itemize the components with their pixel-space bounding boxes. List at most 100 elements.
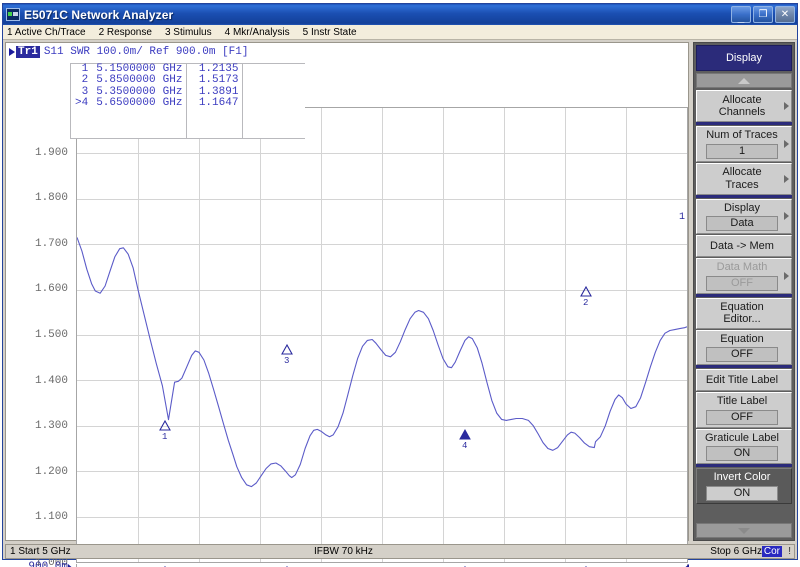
softkey-scroll-down[interactable] <box>696 523 792 538</box>
softkey-invert-color[interactable]: Invert Color ON <box>696 468 792 504</box>
marker-spare <box>242 64 305 76</box>
softkey-label: Title Label <box>716 395 768 407</box>
softkey-title-label[interactable]: Title Label OFF <box>696 392 792 428</box>
marker-number: 3 <box>81 85 89 98</box>
marker-value: 1.1647 <box>186 97 243 110</box>
plot-markers: 1 3 4 2 1 <box>159 212 685 451</box>
svg-text:3: 3 <box>284 356 289 366</box>
softkey-label: Data -> Mem <box>710 239 774 252</box>
softkey-graticule-label[interactable]: Graticule Label ON <box>696 428 792 467</box>
marker-value: 1.5173 <box>186 74 243 87</box>
menu-item-stimulus[interactable]: 3 Stimulus <box>164 26 212 38</box>
chevron-right-icon <box>784 271 789 280</box>
softkey-equation-editor[interactable]: Equation Editor... <box>696 297 792 329</box>
analyzer-icon <box>6 8 20 21</box>
menu-item-response[interactable]: 2 Response <box>98 26 152 38</box>
marker-number: 1 <box>81 63 89 75</box>
active-trace-pointer-icon <box>9 48 15 56</box>
chevron-right-icon <box>784 102 789 110</box>
marker-frequency: 5.6500000 <box>96 97 156 110</box>
softkey-label: Allocate Traces <box>722 166 762 191</box>
softkey-value[interactable]: OFF <box>706 275 778 291</box>
y-axis-reference-label: 900.0m <box>28 561 68 567</box>
softkey-label: Data Math <box>716 261 768 273</box>
y-axis-tick-label: 1.400 <box>34 374 68 387</box>
marker-table-row[interactable]: 1 5.1500000 GHz 1.2135 <box>71 63 305 76</box>
y-axis-tick-label: 1.800 <box>34 192 68 205</box>
restore-icon: ❐ <box>758 8 768 20</box>
marker-table-row[interactable]: 3 5.3500000 GHz 1.3891 <box>71 85 305 99</box>
marker-spare <box>242 86 305 99</box>
chevron-right-icon <box>784 174 789 183</box>
status-bar: 1 Start 5 GHz IFBW 70 kHz Stop 6 GHz Cor… <box>5 544 795 559</box>
marker-spare <box>242 75 305 87</box>
menu-item-active-ch-trace[interactable]: 1 Active Ch/Trace <box>7 26 86 38</box>
chevron-right-icon <box>784 212 789 221</box>
title-bar: E5071C Network Analyzer _ ❐ ✕ <box>3 4 797 25</box>
softkey-equation[interactable]: Equation OFF <box>696 329 792 368</box>
softkey-value[interactable]: 1 <box>706 143 778 159</box>
status-warning-icon: ! <box>788 546 791 557</box>
left-edge-pointer-icon <box>68 564 76 567</box>
marker-table-filler <box>71 109 305 138</box>
marker-table-row[interactable]: 2 5.8500000 GHz 1.5173 <box>71 74 305 87</box>
menu-item-instr-state[interactable]: 5 Instr State <box>302 26 357 38</box>
trace-header-text: S11 SWR 100.0m/ Ref 900.0m [F1] <box>43 46 249 58</box>
marker-label-1: 1 <box>679 212 685 223</box>
softkey-value[interactable]: ON <box>706 485 778 501</box>
trace-badge[interactable]: Tr1 <box>16 46 40 58</box>
chevron-up-icon <box>738 77 750 84</box>
plot-marker-1[interactable]: 1 <box>159 419 171 442</box>
window-title: E5071C Network Analyzer <box>24 7 174 22</box>
chevron-down-icon <box>738 527 750 534</box>
y-axis-tick-label: 1.600 <box>34 283 68 296</box>
marker-unit: GHz <box>162 97 183 110</box>
softkey-value[interactable]: Data <box>706 216 778 231</box>
softkey-list: Allocate Channels Num of Traces 1 Allocate … <box>696 90 792 521</box>
marker-spare <box>242 98 305 110</box>
softkey-allocate-traces[interactable]: Allocate Traces <box>696 162 792 198</box>
softkey-label: Equation Editor... <box>720 300 764 326</box>
trace-line <box>77 237 687 488</box>
plot-area[interactable]: 1 3 4 2 1 <box>76 107 688 563</box>
softkey-label: Edit Title Label <box>705 373 779 386</box>
softkey-num-of-traces[interactable]: Num of Traces 1 <box>696 126 792 162</box>
window-controls: _ ❐ ✕ <box>731 6 795 23</box>
marker-unit: GHz <box>162 63 183 75</box>
menu-item-mkr-analysis[interactable]: 4 Mkr/Analysis <box>224 26 290 38</box>
softkey-menu-title: Display <box>696 45 792 71</box>
plot-marker-2[interactable]: 2 <box>580 285 592 308</box>
softkey-data-math: Data Math OFF <box>696 258 792 296</box>
status-stop-frequency: Stop 6 GHz <box>710 546 762 557</box>
softkey-scroll-up[interactable] <box>696 73 792 88</box>
status-start-frequency: 1 Start 5 GHz <box>10 546 71 557</box>
marker-value: 1.3891 <box>186 86 243 99</box>
gridlines <box>77 108 687 562</box>
marker-frequency: 5.1500000 <box>96 63 156 75</box>
status-ifbw: IFBW 70 kHz <box>314 546 373 557</box>
y-axis-labels: 1.900 1.800 1.700 1.600 1.500 1.400 1.300 1.200… <box>6 43 72 567</box>
plot-marker-3[interactable]: 3 <box>281 343 293 366</box>
softkey-data-to-mem[interactable]: Data -> Mem <box>696 235 792 257</box>
softkey-value[interactable]: OFF <box>706 409 778 425</box>
softkey-allocate-channels[interactable]: Allocate Channels <box>696 90 792 125</box>
softkey-edit-title-label[interactable]: Edit Title Label <box>696 369 792 391</box>
application-window: E5071C Network Analyzer _ ❐ ✕ 1 Active C… <box>2 3 798 567</box>
plot-marker-4[interactable]: 4 <box>459 428 471 451</box>
close-icon: ✕ <box>780 8 790 20</box>
status-badge-cor[interactable]: Cor <box>761 546 782 557</box>
menu-bar: 1 Active Ch/Trace 2 Response 3 Stimulus … <box>3 25 797 40</box>
marker-table-row[interactable]: >4 5.6500000 GHz 1.1647 <box>71 97 305 110</box>
minimize-button[interactable]: _ <box>731 6 751 23</box>
softkey-display[interactable]: Display Data <box>696 198 792 234</box>
y-axis-tick-label: 1.100 <box>34 511 68 524</box>
trace-header[interactable]: Tr1 S11 SWR 100.0m/ Ref 900.0m [F1] <box>9 45 248 59</box>
y-axis-tick-label: 1.500 <box>34 329 68 341</box>
graph-panel[interactable]: Tr1 S11 SWR 100.0m/ Ref 900.0m [F1] 1 5.1… <box>5 42 689 567</box>
close-button[interactable]: ✕ <box>775 6 795 23</box>
softkey-value[interactable]: OFF <box>706 347 778 362</box>
svg-text:1: 1 <box>162 432 167 442</box>
restore-button[interactable]: ❐ <box>753 6 773 23</box>
softkey-value[interactable]: ON <box>706 446 778 461</box>
